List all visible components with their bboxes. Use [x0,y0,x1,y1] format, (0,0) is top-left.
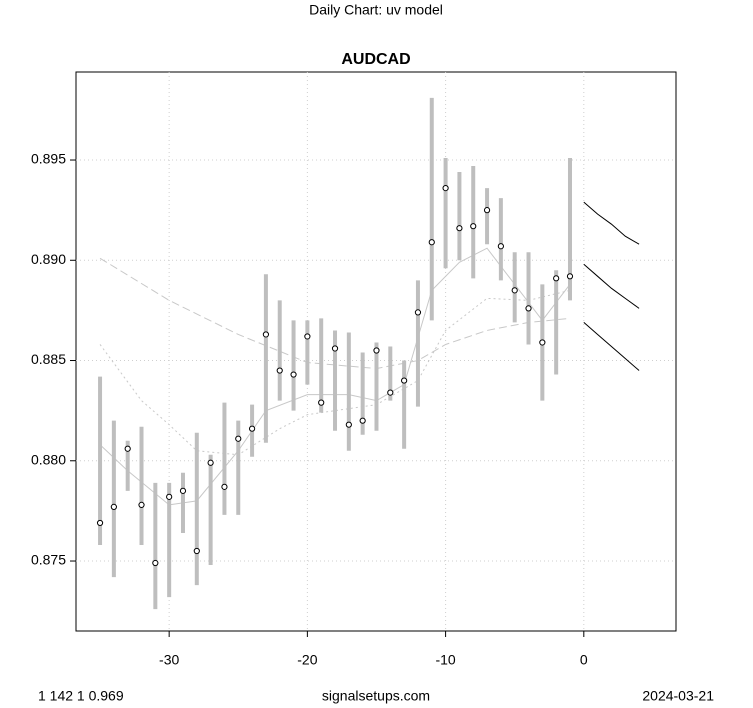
close-point [387,389,394,396]
footer-center: signalsetups.com [322,688,430,704]
close-point [456,225,463,232]
footer-right: 2024-03-21 [642,688,714,704]
close-point [166,493,173,500]
close-point [345,421,352,428]
forecast-line [583,263,640,309]
close-point [442,184,449,192]
close-point [304,333,311,340]
plot-frame [75,71,677,632]
close-point [235,435,242,442]
y-tick-label: 0.880 [31,451,66,467]
close-point [566,273,574,280]
close-point [483,207,491,214]
close-point [331,345,339,352]
close-point [470,223,477,230]
close-point [248,425,256,432]
close-point [276,367,283,374]
close-point [525,305,532,312]
close-point [359,417,366,424]
close-point [553,275,560,282]
y-tick-label: 0.890 [31,251,66,267]
close-point [138,501,145,508]
footer-left: 1 142 1 0.969 [38,688,124,704]
close-point [124,445,131,452]
y-tick-label: 0.875 [31,552,66,568]
y-tick-label: 0.895 [31,151,66,167]
close-point [207,459,214,466]
close-point [96,519,104,527]
x-tick-label: -20 [297,652,317,668]
close-point [497,243,504,250]
close-point [428,239,435,246]
close-point [152,559,159,567]
close-point [401,377,408,384]
close-point [318,399,325,406]
x-tick-label: 0 [580,652,588,668]
close-point [414,309,422,316]
close-point [511,287,518,294]
close-point [179,487,187,494]
close-point [373,347,380,354]
close-point [193,547,200,555]
close-point [290,371,297,378]
suptitle: Daily Chart: uv model [309,2,443,18]
close-point [262,331,270,338]
forecast-line [583,201,640,245]
chart-title: AUDCAD [341,51,410,68]
close-point [221,483,228,490]
close-point [110,503,117,510]
x-tick-label: -10 [435,652,455,668]
y-tick-label: 0.885 [31,351,66,367]
band-line [99,289,571,456]
x-tick-label: -30 [159,652,179,668]
close-point [539,339,546,346]
forecast-line [583,322,640,371]
